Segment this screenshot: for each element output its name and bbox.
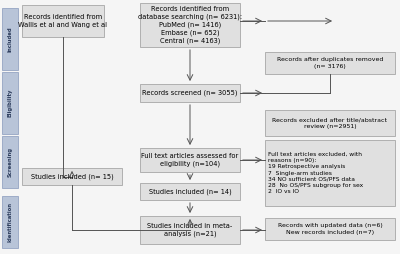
FancyBboxPatch shape	[2, 72, 18, 134]
FancyBboxPatch shape	[140, 3, 240, 47]
FancyBboxPatch shape	[140, 183, 240, 200]
FancyBboxPatch shape	[22, 168, 122, 185]
FancyBboxPatch shape	[265, 110, 395, 136]
FancyBboxPatch shape	[265, 140, 395, 206]
Text: Records identified from
Wallis et al and Wang et al: Records identified from Wallis et al and…	[18, 14, 108, 28]
FancyBboxPatch shape	[140, 216, 240, 244]
FancyBboxPatch shape	[2, 196, 18, 248]
Text: Studies included (n= 15): Studies included (n= 15)	[31, 173, 113, 180]
FancyBboxPatch shape	[265, 52, 395, 74]
FancyBboxPatch shape	[2, 8, 18, 70]
Text: Eligibility: Eligibility	[8, 89, 12, 117]
FancyBboxPatch shape	[140, 84, 240, 102]
FancyBboxPatch shape	[265, 218, 395, 240]
Text: Studies included (n= 14): Studies included (n= 14)	[149, 188, 231, 195]
Text: Screening: Screening	[8, 147, 12, 177]
Text: Included: Included	[8, 26, 12, 52]
Text: Identification: Identification	[8, 202, 12, 242]
Text: Records excluded after title/abstract
review (n=2951): Records excluded after title/abstract re…	[272, 117, 388, 129]
Text: Studies included in meta-
analysis (n=21): Studies included in meta- analysis (n=21…	[147, 223, 233, 237]
Text: Records after duplicates removed
(n= 3176): Records after duplicates removed (n= 317…	[277, 57, 383, 69]
FancyBboxPatch shape	[2, 136, 18, 188]
Text: Records screened (n= 3055): Records screened (n= 3055)	[142, 90, 238, 96]
FancyBboxPatch shape	[22, 5, 104, 37]
Text: Full text articles assessed for
eligibility (n=104): Full text articles assessed for eligibil…	[141, 153, 239, 167]
Text: Records with updated data (n=6)
New records included (n=7): Records with updated data (n=6) New reco…	[278, 224, 382, 235]
Text: Full text articles excluded, with
reasons (n=90):
19 Retrospective analysis
7  S: Full text articles excluded, with reason…	[268, 152, 363, 194]
Text: Records identified from
database searching (n= 6231):
PubMed (n= 1416)
Embase (n: Records identified from database searchi…	[138, 6, 242, 44]
FancyBboxPatch shape	[140, 148, 240, 172]
